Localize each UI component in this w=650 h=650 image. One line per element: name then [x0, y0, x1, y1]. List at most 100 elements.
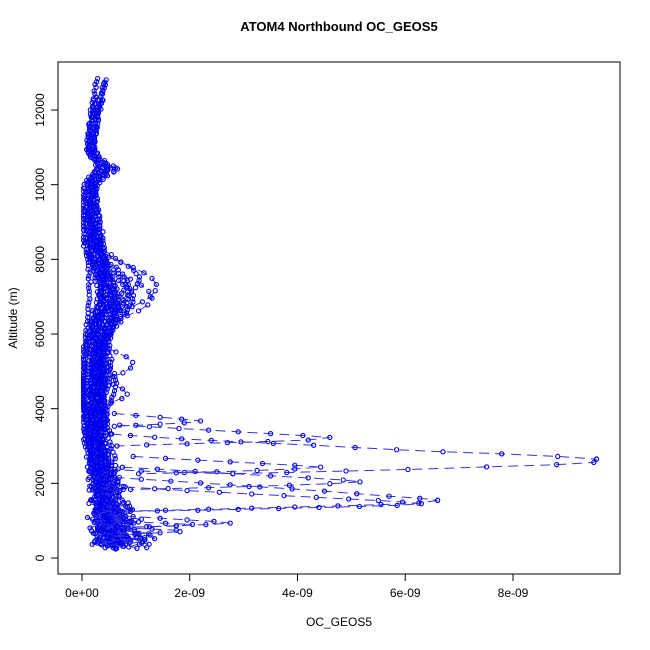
profile-25-point	[102, 440, 108, 446]
loop-7000m-point	[127, 276, 134, 282]
profile-24-point	[98, 463, 104, 469]
loop-3300m-point	[327, 434, 333, 441]
profile-25-point	[110, 501, 116, 507]
profile-20-point	[106, 349, 112, 355]
profile-25-point	[120, 515, 127, 522]
profile-25-point	[103, 433, 109, 439]
spike-2650m-out-point	[440, 449, 446, 455]
spike-1550m-return-point	[378, 501, 384, 508]
profile-9-point	[82, 387, 88, 393]
profile-19-point	[88, 380, 95, 386]
spike-1550m-return-point	[249, 505, 255, 511]
profile-8-point	[92, 221, 98, 227]
profile-15-point	[112, 546, 119, 552]
spike-1550m-out-point	[168, 478, 174, 484]
loop-7000m-point	[104, 265, 110, 271]
profile-9-point	[98, 251, 104, 257]
profile-11-point	[80, 234, 87, 240]
profile-13-point	[121, 300, 127, 306]
profile-13-point	[124, 307, 131, 313]
x-axis-label: OC_GEOS5	[306, 615, 372, 629]
profile-12-point	[112, 255, 119, 262]
profile-10-point	[85, 214, 92, 220]
profile-1-point	[101, 81, 107, 87]
loop-7300m-point	[153, 281, 159, 287]
loop-7000m-point	[124, 313, 130, 319]
profile-9-point	[82, 390, 88, 397]
profile-25-point	[100, 436, 106, 442]
data-series	[80, 75, 600, 552]
profile-20-point	[134, 545, 140, 552]
x-tick-label: 6e-09	[390, 586, 421, 600]
loop-3300m-point	[117, 422, 123, 428]
profile-7-point	[129, 295, 136, 302]
profile-16-point	[112, 295, 118, 301]
profile-13-point	[81, 426, 87, 433]
profile-10-point	[85, 211, 91, 217]
profile-16-point	[101, 281, 107, 287]
loop-900m-small-line	[111, 520, 193, 529]
y-tick-label: 2000	[33, 470, 47, 497]
loop-3300m-point	[265, 438, 271, 445]
loop-1450m-point	[394, 502, 400, 509]
profile-12-point	[93, 238, 100, 245]
loop-3300m-point	[143, 442, 150, 448]
loop-950m-point	[114, 524, 120, 531]
profile-23-point	[92, 439, 98, 445]
bump-10450m-point	[95, 157, 101, 163]
loop-900m-small-point	[189, 521, 196, 528]
loop-1450m-point	[235, 506, 241, 513]
profile-12-point	[101, 248, 108, 254]
profile-15-point	[106, 301, 113, 307]
profile-5-point	[80, 347, 87, 353]
loop-3300m-point	[224, 439, 231, 446]
profile-23-point	[91, 473, 97, 479]
spike-2650m-return-point	[591, 459, 597, 466]
y-tick-label: 12000	[33, 93, 47, 127]
profile-12-point	[98, 244, 104, 250]
profile-18-point	[102, 318, 109, 325]
spike-2650m-out-point	[152, 434, 158, 440]
spike-1550m-out-line	[114, 476, 438, 501]
loop-7000m-point	[145, 302, 151, 308]
loop-1450m-line	[122, 486, 422, 512]
profile-19-point	[89, 406, 96, 413]
spike-1550m-out-point	[197, 480, 204, 486]
profile-6-point	[86, 179, 92, 185]
profile-16-point	[119, 501, 126, 507]
profile-25-point	[108, 462, 114, 468]
profile-24-point	[111, 504, 117, 510]
profile-24-point	[102, 406, 109, 412]
loop-1450m-point	[195, 507, 201, 513]
profile-25-point	[105, 455, 112, 461]
profile-6-point	[81, 186, 88, 192]
profile-25-point	[103, 473, 109, 479]
y-tick-label: 0	[33, 554, 47, 561]
profile-9-point	[87, 365, 93, 371]
loop-730m-point	[125, 525, 131, 531]
spike-1550m-out-point	[386, 493, 392, 499]
profile-5-point	[95, 97, 101, 103]
chart-title: ATOM4 Northbound OC_GEOS5	[240, 19, 437, 34]
loop-1450m-point	[119, 508, 126, 515]
profile-18-point	[96, 301, 102, 307]
profile-3-point	[87, 525, 93, 531]
loop-7000m-point	[149, 295, 155, 301]
profile-18-point	[108, 331, 114, 338]
loop-2100m-point	[192, 468, 198, 475]
profile-15-point	[105, 272, 111, 279]
profile-25-point	[100, 409, 107, 416]
profile-5-point	[92, 101, 98, 107]
loop-7000m-line	[106, 267, 153, 321]
loop-1450m-point	[281, 493, 287, 499]
loop-3300m-point	[146, 424, 152, 430]
profile-2-point	[86, 121, 92, 127]
loop-5250m-point	[120, 370, 126, 376]
loop-1450m-point	[356, 503, 363, 510]
loop-4450m-point	[119, 395, 125, 402]
profile-13-point	[120, 297, 126, 304]
loop-7000m-point	[115, 270, 122, 277]
loop-950m-point	[106, 512, 112, 518]
loop-950m-point	[211, 518, 217, 525]
profile-19-point	[93, 359, 99, 365]
